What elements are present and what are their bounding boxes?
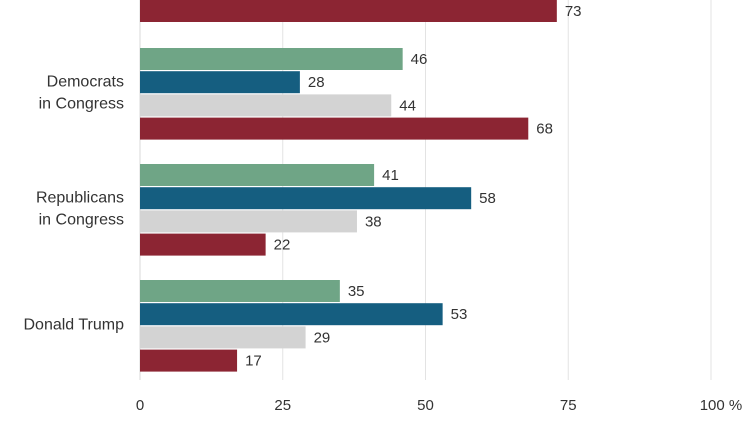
data-label: 58 — [479, 190, 496, 207]
data-label: 17 — [245, 353, 262, 370]
data-label: 29 — [314, 329, 331, 346]
data-label: 73 — [565, 3, 582, 20]
bar — [140, 187, 472, 210]
data-label: 68 — [536, 121, 553, 138]
data-label: 28 — [308, 74, 325, 91]
category-label: Democrats — [47, 73, 124, 90]
category-label: in Congress — [39, 95, 124, 112]
data-label: 46 — [411, 51, 428, 68]
category-labels: Democrats in Congress Republicans in Congre… — [24, 73, 125, 333]
category-label: Donald Trump — [24, 316, 125, 333]
bar — [140, 233, 266, 256]
x-tick-label: 100 % — [700, 397, 743, 414]
data-label: 53 — [451, 306, 468, 323]
bars: 73 46 28 44 68 41 58 38 22 35 53 29 17 — [140, 0, 582, 372]
data-label: 41 — [382, 167, 399, 184]
data-label: 38 — [365, 213, 382, 230]
data-label: 22 — [274, 237, 291, 254]
bar — [140, 164, 375, 186]
bar — [140, 303, 443, 326]
bar — [140, 349, 238, 372]
category-label: in Congress — [39, 211, 124, 228]
bar — [140, 117, 529, 140]
data-label: 35 — [348, 283, 365, 300]
bar — [140, 48, 403, 70]
data-label: 44 — [399, 97, 416, 114]
x-tick-label: 50 — [417, 397, 434, 414]
x-tick-label: 25 — [274, 397, 291, 414]
bar — [140, 71, 300, 94]
bar — [140, 326, 306, 349]
bar — [140, 210, 357, 233]
x-tick-label: 75 — [560, 397, 577, 414]
x-tick-label: 0 — [136, 397, 144, 414]
category-label: Republicans — [36, 189, 124, 206]
bar — [140, 94, 392, 117]
x-axis-ticks: 0 25 50 75 100 % — [136, 397, 742, 414]
bar — [140, 280, 340, 302]
bar — [140, 0, 557, 22]
